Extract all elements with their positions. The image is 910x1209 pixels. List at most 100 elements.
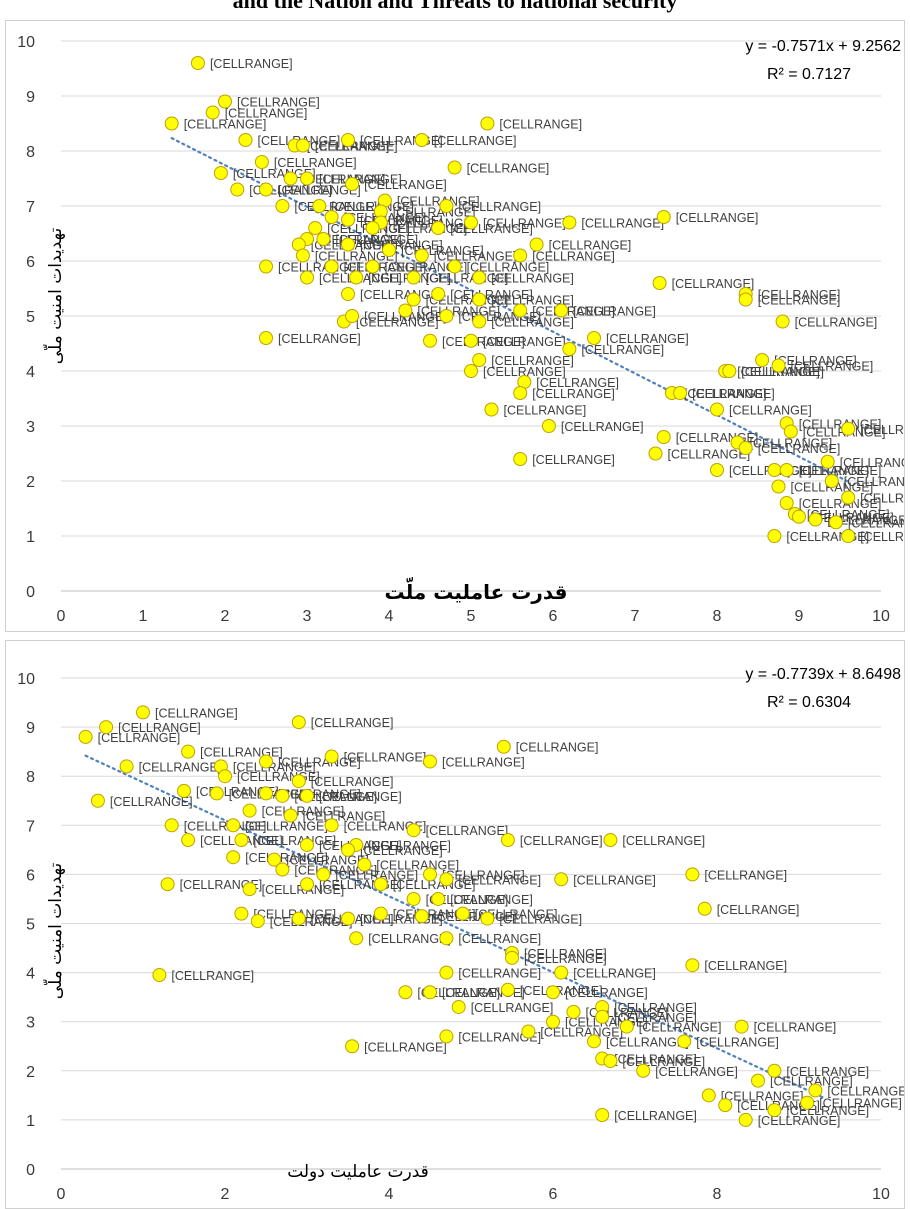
data-point [414, 909, 429, 924]
y-tick-label: 8 [26, 769, 35, 786]
data-point [710, 402, 724, 417]
data-point [312, 199, 327, 213]
data-point [480, 911, 495, 926]
data-point [160, 877, 175, 892]
x-tick-label: 4 [385, 1186, 394, 1203]
y-tick-label: 10 [17, 34, 35, 51]
data-point [771, 479, 786, 494]
data-label: [CELLRANGE] [696, 1035, 779, 1049]
data-label: [CELLRANGE] [827, 514, 904, 528]
y-axis-title: تهدیدات امنیت ملّی [42, 228, 66, 365]
data-label: [CELLRANGE] [278, 332, 361, 346]
data-label: [CELLRANGE] [319, 173, 402, 187]
data-point [771, 358, 786, 373]
data-point [275, 199, 290, 213]
data-label: [CELLRANGE] [442, 868, 525, 882]
data-point [213, 166, 228, 180]
y-axis-title: تهدیدات امنیت ملّی [42, 863, 66, 1000]
data-point [324, 818, 339, 833]
data-label: [CELLRANGE] [450, 893, 533, 907]
data-point [275, 788, 290, 803]
data-point [275, 862, 290, 877]
y-tick-label: 4 [26, 364, 35, 381]
data-label: [CELLRANGE] [278, 184, 361, 198]
data-point [828, 515, 843, 530]
data-label: [CELLRANGE] [860, 423, 904, 437]
y-tick-label: 5 [26, 309, 35, 326]
data-point [209, 786, 224, 801]
data-label: [CELLRANGE] [458, 932, 541, 946]
data-point [792, 509, 806, 524]
data-label: [CELLRANGE] [315, 140, 398, 154]
data-label: [CELLRANGE] [606, 332, 689, 346]
data-point [722, 364, 737, 378]
y-tick-label: 3 [26, 1015, 35, 1032]
data-point [238, 133, 253, 147]
x-tick-label: 2 [221, 608, 230, 625]
y-tick-label: 3 [26, 419, 35, 436]
data-label: [CELLRANGE] [262, 883, 345, 897]
y-tick-label: 4 [26, 966, 35, 983]
data-label: [CELLRANGE] [614, 1011, 697, 1025]
data-point [324, 749, 339, 764]
data-point [546, 1014, 560, 1029]
data-point [345, 1039, 360, 1054]
x-axis-title: قدرت عاملیت ملّت [385, 577, 568, 604]
data-label: [CELLRANGE] [704, 959, 787, 973]
data-point [738, 292, 753, 307]
data-point [738, 1112, 753, 1127]
chart-panel-bottom: 0 1 2 3 4 5 6 7 8 9 10 0 2 4 6 8 10 [CELLRANGE] [CELLRANGE… [5, 640, 905, 1209]
data-point [345, 177, 360, 191]
data-point [234, 906, 249, 921]
data-point [341, 287, 355, 301]
x-tick-label: 6 [549, 1186, 558, 1203]
data-point [254, 155, 269, 169]
data-label: [CELLRANGE] [471, 1001, 554, 1015]
data-label: [CELLRANGE] [622, 834, 705, 848]
trendline [170, 137, 850, 483]
data-point [300, 877, 314, 892]
data-label: [CELLRANGE] [491, 316, 574, 330]
data-label: [CELLRANGE] [758, 1114, 841, 1128]
data-label: [CELLRANGE] [516, 741, 599, 755]
data-point [472, 270, 487, 285]
data-point [554, 303, 569, 318]
data-point [431, 221, 446, 235]
data-point [451, 999, 466, 1014]
data-point [767, 1063, 782, 1078]
data-point [554, 872, 569, 887]
data-point [636, 1063, 651, 1078]
data-point [439, 931, 454, 946]
data-point [226, 850, 241, 865]
data-label: [CELLRANGE] [799, 417, 882, 431]
data-label: [CELLRANGE] [458, 873, 541, 887]
data-label: [CELLRANGE] [245, 819, 328, 833]
data-label: [CELLRANGE] [750, 437, 833, 451]
data-label: [CELLRANGE] [573, 967, 656, 981]
data-point [406, 823, 421, 838]
data-label: [CELLRANGE] [294, 790, 377, 804]
data-point [521, 1024, 536, 1039]
data-label: [CELLRANGE] [565, 986, 648, 1000]
x-tick-label: 8 [713, 1186, 722, 1203]
data-label: [CELLRANGE] [237, 770, 320, 784]
data-label: [CELLRANGE] [758, 288, 841, 302]
data-point [808, 1083, 823, 1098]
x-tick-label: 3 [303, 608, 312, 625]
data-point [316, 232, 331, 246]
data-label: [CELLRANGE] [795, 316, 878, 330]
data-label: [CELLRANGE] [270, 915, 353, 929]
data-label: [CELLRANGE] [721, 1089, 804, 1103]
trendline [84, 754, 825, 1099]
data-point [472, 353, 487, 367]
data-label: [CELLRANGE] [786, 464, 869, 478]
y-tick-label: 0 [26, 584, 35, 601]
data-label: [CELLRANGE] [311, 716, 394, 730]
x-tick-label: 4 [385, 608, 394, 625]
data-label: [CELLRANGE] [676, 211, 759, 225]
data-point [119, 759, 134, 774]
data-point [562, 342, 577, 356]
data-point [824, 474, 839, 488]
